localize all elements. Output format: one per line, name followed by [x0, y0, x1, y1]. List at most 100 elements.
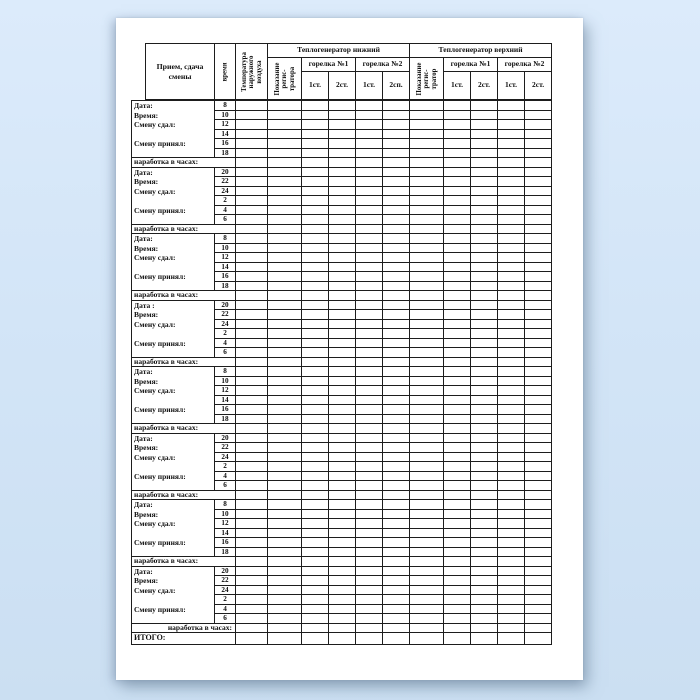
entry-cell — [235, 176, 268, 187]
entry-cell — [524, 480, 552, 491]
header-burner-upper-1: горелка №1 — [443, 57, 499, 72]
entry-cell — [497, 185, 525, 196]
entry-cell — [497, 480, 525, 491]
entry-cell — [235, 594, 268, 605]
time-cell: 12 — [214, 385, 236, 396]
entry-cell — [443, 451, 471, 462]
entry-cell — [524, 413, 552, 424]
entry-cell — [235, 489, 268, 500]
entry-cell — [497, 451, 525, 462]
entry-cell — [497, 565, 525, 576]
entry-cell — [382, 461, 410, 472]
entry-cell — [355, 290, 383, 301]
entry-cell — [470, 442, 498, 453]
time-cell: 6 — [214, 480, 236, 491]
entry-cell — [497, 613, 525, 624]
entry-cell — [267, 594, 302, 605]
entry-cell — [235, 546, 268, 557]
entry-cell — [409, 185, 444, 196]
entry-cell — [470, 242, 498, 253]
entry-cell — [235, 195, 268, 206]
entry-cell — [355, 318, 383, 329]
entry-cell — [524, 461, 552, 472]
entry-cell — [382, 290, 410, 301]
entry-cell — [524, 138, 552, 149]
shift-block-label-lines: Дата : Время: Смену сдал: Смену принял: — [134, 300, 186, 348]
entry-cell — [409, 214, 444, 225]
entry-cell — [382, 128, 410, 139]
time-cell: 2 — [214, 461, 236, 472]
entry-cell — [235, 356, 268, 367]
time-cell: 12 — [214, 518, 236, 529]
entry-cell — [267, 128, 302, 139]
entry-cell — [328, 423, 356, 434]
entry-cell — [328, 518, 356, 529]
entry-cell — [443, 128, 471, 139]
entry-cell — [382, 176, 410, 187]
shift-block-labels: Дата: Время: Смену сдал: Смену принял: — [131, 565, 215, 624]
entry-cell — [235, 318, 268, 329]
header-time-column: время — [214, 43, 236, 100]
entry-cell — [443, 622, 471, 633]
entry-cell — [382, 423, 410, 434]
entry-cell — [301, 242, 329, 253]
entry-cell — [409, 290, 444, 301]
time-cell: 8 — [214, 499, 236, 510]
entry-cell — [355, 176, 383, 187]
entry-cell — [382, 337, 410, 348]
entry-cell — [497, 233, 525, 244]
entry-cell — [267, 347, 302, 358]
entry-cell — [328, 195, 356, 206]
time-cell: 8 — [214, 233, 236, 244]
entry-cell — [409, 622, 444, 633]
entry-cell — [235, 157, 268, 168]
entry-cell — [301, 271, 329, 282]
entry-cell — [524, 518, 552, 529]
shift-block-labels: Дата: Время: Смену сдал: Смену принял: — [131, 499, 215, 557]
header-stage: 2сп. — [381, 71, 411, 100]
entry-cell — [301, 613, 329, 624]
entry-cell — [382, 527, 410, 538]
entry-cell — [470, 527, 498, 538]
entry-cell — [301, 556, 329, 567]
entry-cell — [235, 109, 268, 120]
entry-cell — [524, 147, 552, 158]
entry-cell — [235, 603, 268, 614]
entry-cell — [497, 584, 525, 595]
entry-cell — [409, 166, 444, 177]
entry-cell — [355, 214, 383, 225]
entry-cell — [267, 537, 302, 548]
entry-cell — [235, 575, 268, 586]
entry-cell — [443, 280, 471, 291]
entry-cell — [497, 527, 525, 538]
entry-cell — [497, 337, 525, 348]
entry-cell — [355, 423, 383, 434]
entry-cell — [235, 185, 268, 196]
entry-cell — [267, 470, 302, 481]
entry-cell — [267, 546, 302, 557]
entry-cell — [328, 584, 356, 595]
entry-cell — [524, 385, 552, 396]
entry-cell — [497, 432, 525, 443]
entry-cell — [497, 594, 525, 605]
entry-cell — [470, 470, 498, 481]
entry-cell — [382, 347, 410, 358]
entry-cell — [355, 328, 383, 339]
entry-cell — [301, 138, 329, 149]
entry-cell — [301, 480, 329, 491]
log-row: Дата: Время: Смену сдал: Смену принял: 2… — [131, 565, 552, 624]
entry-cell — [355, 204, 383, 215]
entry-cell — [409, 461, 444, 472]
entry-cell — [524, 375, 552, 386]
entry-cell — [301, 176, 329, 187]
entry-cell — [355, 119, 383, 130]
time-column-title: время — [221, 62, 229, 81]
entry-cell — [267, 584, 302, 595]
entry-cell — [355, 622, 383, 633]
header-stage: 2ст. — [470, 71, 499, 100]
entry-cell — [470, 508, 498, 519]
entry-cell — [382, 233, 410, 244]
shift-block-labels: Дата: Время: Смену сдал: Смену принял: — [131, 166, 215, 225]
entry-cell — [301, 489, 329, 500]
entry-cell — [328, 252, 356, 263]
